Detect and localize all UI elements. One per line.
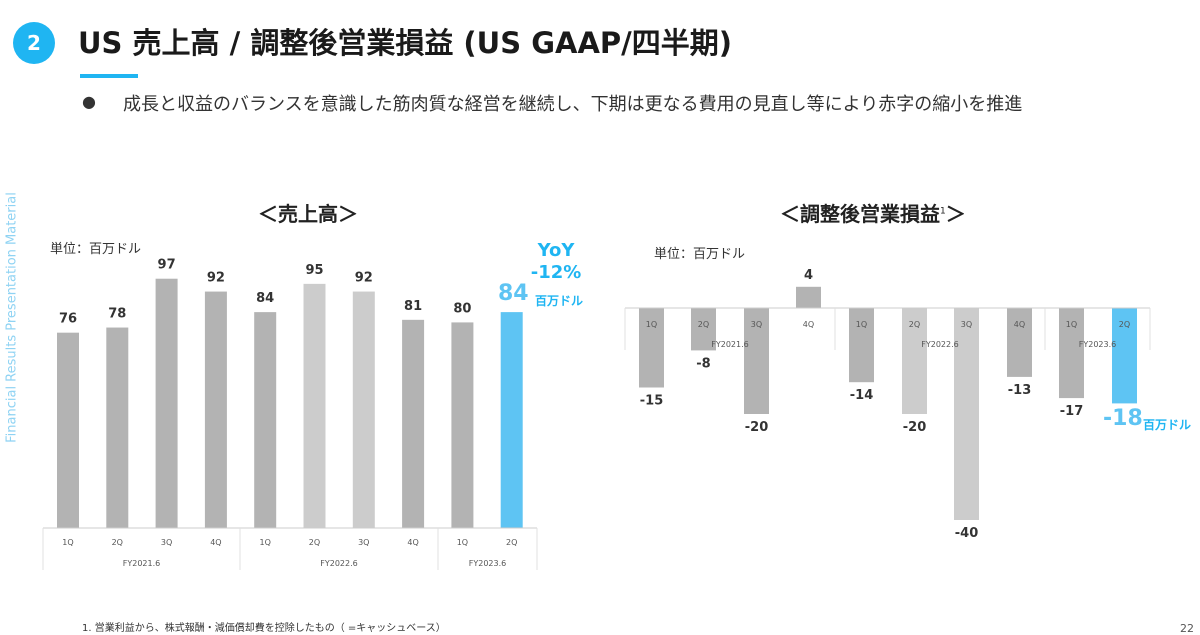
operating-profit-value-label: -17	[1060, 404, 1084, 419]
title-underline	[80, 74, 138, 78]
operating-profit-quarter-label: 3Q	[961, 320, 972, 329]
operating-profit-bar	[796, 286, 821, 308]
operating-profit-bar	[1112, 308, 1137, 404]
revenue-quarter-label: 1Q	[260, 538, 271, 547]
operating-profit-bar	[639, 308, 664, 388]
operating-profit-quarter-label: 1Q	[856, 320, 867, 329]
revenue-chart-title: ＜売上高＞	[258, 202, 358, 226]
revenue-value-label: 97	[158, 258, 176, 273]
operating-profit-bar	[849, 308, 874, 383]
operating-profit-value-label: -15	[640, 394, 664, 409]
operating-profit-title-end: ＞	[945, 202, 966, 226]
revenue-bar	[352, 291, 375, 528]
revenue-fiscal-year-label: FY2021.6	[123, 559, 160, 568]
revenue-quarter-label: 4Q	[210, 538, 221, 547]
operating-profit-title-text: ＜調整後営業損益	[780, 202, 940, 226]
revenue-quarter-label: 1Q	[457, 538, 468, 547]
revenue-value-label: 80	[453, 301, 471, 316]
revenue-bar	[155, 278, 178, 528]
revenue-quarter-label: 3Q	[161, 538, 172, 547]
page-title: US 売上高 / 調整後営業損益 (US GAAP/四半期)	[78, 26, 732, 60]
operating-profit-highlight-value: -18	[1103, 406, 1143, 431]
operating-profit-fiscal-year-label: FY2022.6	[921, 340, 958, 349]
operating-profit-quarter-label: 2Q	[1119, 320, 1130, 329]
revenue-value-label: 76	[59, 312, 77, 327]
revenue-bar	[106, 327, 129, 528]
operating-profit-bar	[902, 308, 927, 414]
operating-profit-highlight-unit: 百万ドル	[1143, 418, 1192, 432]
footnote: 1. 営業利益から、株式報酬・減価償却費を控除したもの（ =キャッシュベース）	[82, 623, 446, 634]
operating-profit-quarter-label: 2Q	[909, 320, 920, 329]
revenue-fiscal-year-label: FY2023.6	[469, 559, 506, 568]
revenue-bar	[500, 312, 523, 528]
operating-profit-quarter-label: 1Q	[1066, 320, 1077, 329]
operating-profit-bar	[1059, 308, 1084, 399]
revenue-bar	[303, 283, 326, 528]
footnote-marker: 1	[940, 206, 946, 217]
operating-profit-value-label: -40	[955, 526, 979, 541]
operating-profit-quarter-label: 4Q	[1014, 320, 1025, 329]
operating-profit-quarter-label: 2Q	[698, 320, 709, 329]
operating-profit-bar	[744, 308, 769, 414]
revenue-highlight-value: 84	[498, 281, 529, 306]
operating-profit-value-label: -20	[903, 420, 927, 435]
revenue-value-label: 78	[108, 307, 126, 322]
revenue-highlight-unit: 百万ドル	[535, 294, 584, 308]
operating-profit-unit-label: 単位：百万ドル	[654, 247, 746, 262]
yoy-label: YoY	[537, 240, 575, 261]
section-number-badge: 2	[13, 22, 55, 64]
operating-profit-fiscal-year-label: FY2021.6	[711, 340, 748, 349]
operating-profit-quarter-label: 4Q	[803, 320, 814, 329]
revenue-quarter-label: 4Q	[407, 538, 418, 547]
operating-profit-value-label: -20	[745, 420, 769, 435]
revenue-bar	[57, 332, 79, 528]
yoy-value: -12%	[530, 262, 582, 283]
bullet-marker: ●	[82, 92, 96, 111]
operating-profit-value-label: 4	[804, 268, 813, 283]
operating-profit-chart-title: ＜調整後営業損益1＞	[780, 198, 966, 227]
revenue-bar	[402, 319, 425, 528]
operating-profit-bar	[954, 308, 979, 520]
revenue-quarter-label: 3Q	[358, 538, 369, 547]
revenue-unit-label: 単位：百万ドル	[50, 242, 142, 257]
revenue-value-label: 92	[207, 271, 225, 286]
operating-profit-quarter-label: 3Q	[751, 320, 762, 329]
page-number: 22	[1180, 622, 1194, 635]
revenue-quarter-label: 2Q	[309, 538, 320, 547]
revenue-value-label: 92	[355, 271, 373, 286]
revenue-bar	[451, 322, 474, 528]
revenue-quarter-label: 2Q	[112, 538, 123, 547]
revenue-quarter-label: 2Q	[506, 538, 517, 547]
operating-profit-value-label: -8	[696, 356, 710, 371]
operating-profit-value-label: -13	[1008, 383, 1032, 398]
revenue-quarter-label: 1Q	[62, 538, 73, 547]
revenue-bar	[204, 291, 227, 528]
revenue-bar	[254, 312, 277, 528]
operating-profit-quarter-label: 1Q	[646, 320, 657, 329]
revenue-value-label: 84	[256, 291, 274, 306]
revenue-fiscal-year-label: FY2022.6	[320, 559, 357, 568]
operating-profit-value-label: -14	[850, 388, 874, 403]
operating-profit-bar	[1007, 308, 1032, 377]
operating-profit-fiscal-year-label: FY2023.6	[1079, 340, 1116, 349]
yoy-callout: YoY -12%	[520, 240, 592, 284]
revenue-value-label: 81	[404, 299, 422, 314]
operating-profit-bar	[691, 308, 716, 351]
revenue-value-label: 95	[305, 263, 323, 278]
bullet-text: 成長と収益のバランスを意識した筋肉質な経営を継続し、下期は更なる費用の見直し等に…	[123, 94, 1023, 115]
